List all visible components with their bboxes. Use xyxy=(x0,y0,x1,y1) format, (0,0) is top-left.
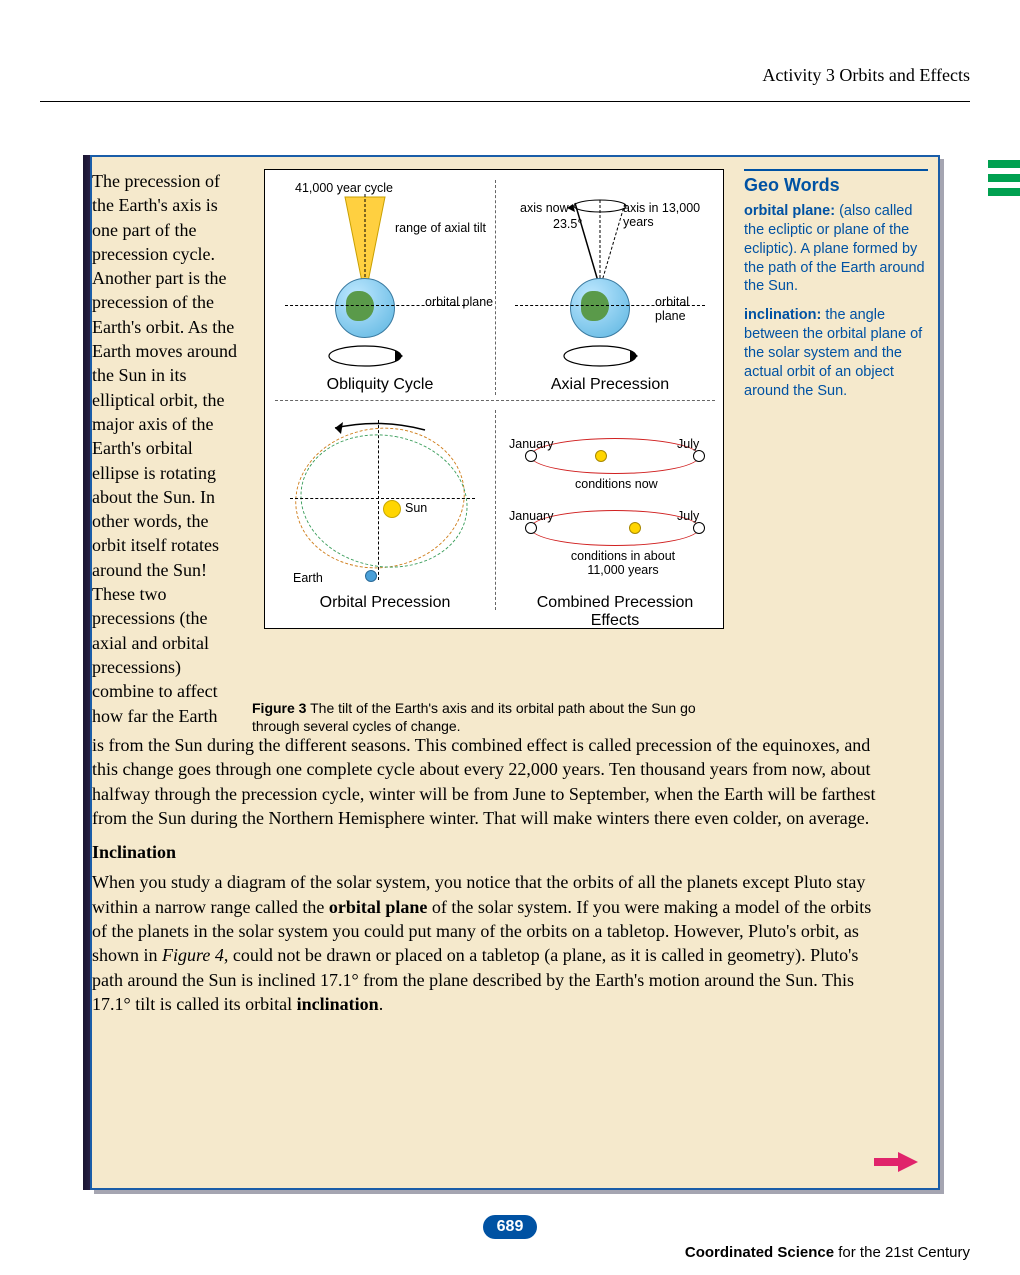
figure-3-caption-outer: Figure 3 The tilt of the Earth's axis an… xyxy=(252,699,712,735)
combined-jul-future xyxy=(693,522,705,534)
combined-jul-now-label: July xyxy=(677,438,699,452)
combined-jan-future xyxy=(525,522,537,534)
combined-now-label: conditions now xyxy=(575,478,658,492)
orbital-sun-label: Sun xyxy=(405,502,427,516)
sidebar-def-orbital-plane: orbital plane: (also called the ecliptic… xyxy=(744,202,928,296)
obliquity-title: Obliquity Cycle xyxy=(305,376,455,394)
axial-rotation-arrow xyxy=(560,342,640,370)
obliquity-globe xyxy=(335,278,395,338)
orbital-earth xyxy=(365,570,377,582)
axial-orbital-plane: orbital plane xyxy=(655,296,723,324)
body-text-continuation: is from the Sun during the different sea… xyxy=(92,733,888,1026)
term-orbital-plane: orbital plane: xyxy=(744,203,835,219)
footer-text: Coordinated Science for the 21st Century xyxy=(685,1244,970,1261)
obliquity-orbital-plane: orbital plane xyxy=(425,296,493,310)
combined-title: Combined Precession Effects xyxy=(515,594,715,630)
term-inclination: inclination: xyxy=(744,307,821,323)
continue-arrow-icon xyxy=(874,1150,918,1174)
subhead-inclination: Inclination xyxy=(92,840,888,864)
page-number-wrap: 689 xyxy=(0,1215,1020,1239)
axial-title: Axial Precession xyxy=(525,376,695,394)
obliquity-rotation-arrow xyxy=(325,342,405,370)
orbital-sun xyxy=(383,500,401,518)
sidebar-def-inclination: inclination: the angle between the orbit… xyxy=(744,306,928,400)
combined-orbit-future xyxy=(530,510,700,546)
axial-axes-lines xyxy=(565,198,665,293)
combined-jul-future-label: July xyxy=(677,510,699,524)
axial-globe xyxy=(570,278,630,338)
orbital-ellipse-2 xyxy=(290,421,478,580)
geo-words-sidebar: Geo Words orbital plane: (also called th… xyxy=(744,169,928,410)
body-text: The precession of the Earth's axis is on… xyxy=(92,169,242,738)
paragraph-precession: The precession of the Earth's axis is on… xyxy=(92,169,242,728)
page-number: 689 xyxy=(483,1215,538,1239)
orbital-arrow xyxy=(325,418,435,438)
orbital-earth-label: Earth xyxy=(293,572,323,586)
side-tab-stripes xyxy=(988,160,1020,202)
paragraph-inclination: When you study a diagram of the solar sy… xyxy=(92,870,888,1016)
header-rule xyxy=(40,101,970,102)
combined-future-label: conditions in about 11,000 years xyxy=(563,550,683,578)
combined-sun-future xyxy=(629,522,641,534)
combined-jan-now xyxy=(525,450,537,462)
orbital-prec-title: Orbital Precession xyxy=(295,594,475,612)
combined-jul-now xyxy=(693,450,705,462)
paragraph-precession-cont: is from the Sun during the different sea… xyxy=(92,733,888,830)
sidebar-title: Geo Words xyxy=(744,169,928,196)
combined-sun-now xyxy=(595,450,607,462)
combined-jan-future-label: January xyxy=(509,510,553,524)
combined-jan-now-label2: January xyxy=(509,438,553,452)
content-frame: Geo Words orbital plane: (also called th… xyxy=(90,155,940,1190)
figure-3-diagram: 41,000 year cycle 25° 22° range of axial… xyxy=(264,169,724,629)
combined-orbit-now xyxy=(530,438,700,474)
page-header: Activity 3 Orbits and Effects xyxy=(0,0,1020,96)
axial-axis-now: axis now xyxy=(520,202,569,216)
footer-bold: Coordinated Science xyxy=(685,1244,834,1261)
